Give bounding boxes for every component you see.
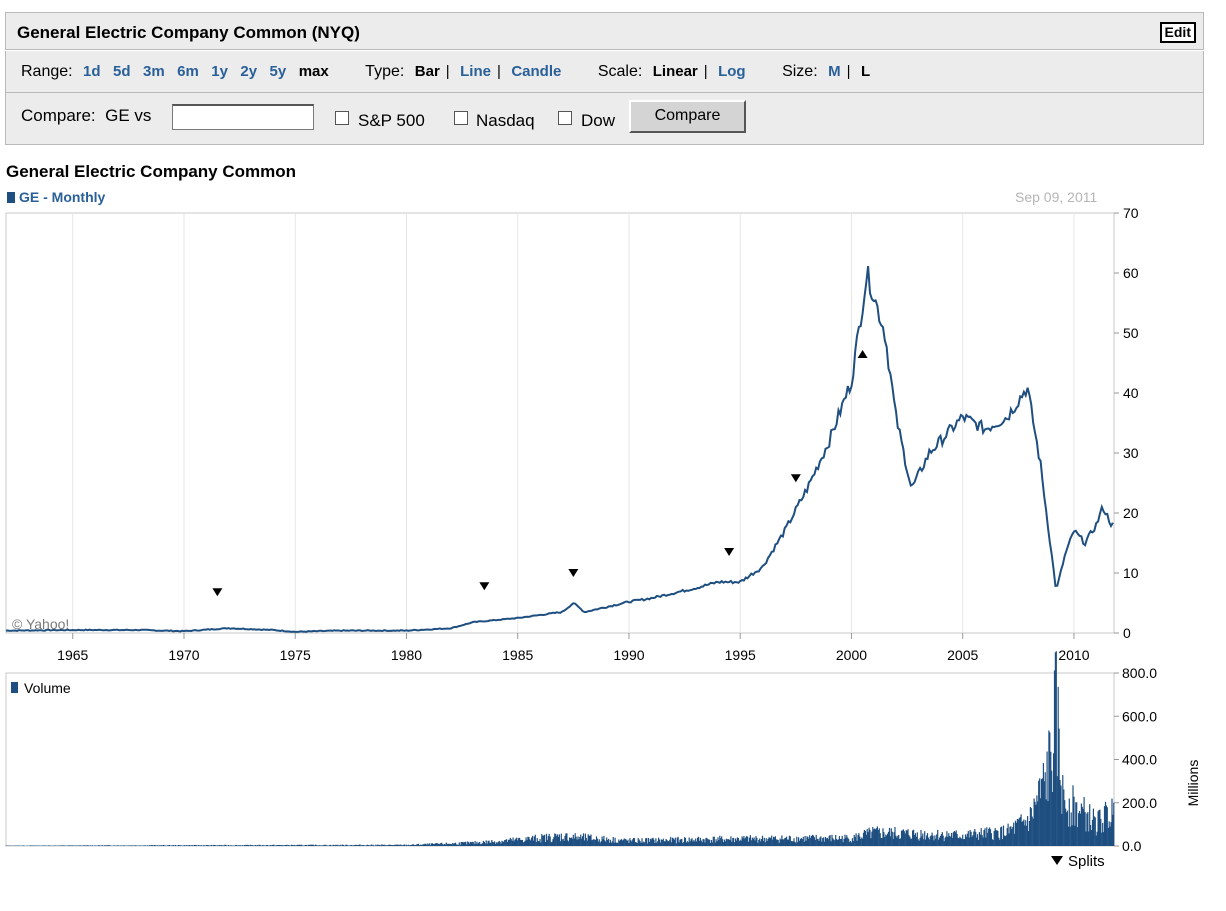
y-tick-label: 50 bbox=[1123, 325, 1139, 341]
range-option[interactable]: 3m bbox=[142, 63, 165, 80]
title-bar: General Electric Company Common (NYQ) Ed… bbox=[5, 12, 1204, 50]
size-option-selected[interactable]: L bbox=[860, 63, 871, 80]
compare-input[interactable] bbox=[172, 104, 314, 130]
volume-y-tick-label: 600.0 bbox=[1122, 708, 1157, 724]
range-option[interactable]: 2y bbox=[240, 63, 258, 80]
volume-plot-frame bbox=[5, 672, 1115, 847]
range-option[interactable]: 5d bbox=[113, 63, 131, 80]
x-tick-label: 2000 bbox=[836, 647, 867, 663]
volume-y-tick-label: 0.0 bbox=[1122, 838, 1142, 854]
price-legend-label: GE - Monthly bbox=[19, 189, 106, 205]
split-marker-icon bbox=[724, 548, 735, 556]
type-group: Type: Bar | Line | Candle bbox=[365, 63, 562, 80]
range-option[interactable]: 1d bbox=[83, 63, 101, 80]
split-marker-icon bbox=[479, 582, 490, 591]
y-tick-label: 20 bbox=[1123, 505, 1139, 521]
size-group: Size: M | L bbox=[782, 63, 871, 80]
split-marker-icon bbox=[568, 569, 579, 577]
x-tick-label: 1990 bbox=[613, 647, 644, 663]
scale-option[interactable]: Log bbox=[718, 63, 746, 80]
size-label: Size: bbox=[782, 63, 818, 80]
compare-label: Compare: GE vs bbox=[21, 106, 152, 125]
compare-bar: Compare: GE vs S&P 500 Nasdaq Dow Compar… bbox=[5, 93, 1204, 145]
range-option[interactable]: 5y bbox=[269, 63, 287, 80]
volume-y-tick-label: 400.0 bbox=[1122, 752, 1157, 768]
y-tick-label: 40 bbox=[1123, 385, 1139, 401]
range-label: Range: bbox=[21, 63, 73, 80]
x-tick-label: 2010 bbox=[1058, 647, 1089, 663]
split-marker-icon bbox=[857, 350, 868, 358]
options-row: Range: 1d 5d 3m 6m 1y 2y 5y max Type: Ba… bbox=[21, 63, 902, 81]
nasdaq-label: Nasdaq bbox=[476, 111, 535, 130]
price-legend: GE - Monthly bbox=[7, 189, 105, 205]
compare-button[interactable]: Compare bbox=[629, 100, 746, 133]
x-tick-label: 1995 bbox=[725, 647, 756, 663]
y-tick-label: 10 bbox=[1123, 565, 1139, 581]
x-tick-label: 1970 bbox=[168, 647, 199, 663]
scale-group: Scale: Linear | Log bbox=[597, 63, 746, 80]
sp500-checkbox[interactable] bbox=[335, 111, 349, 125]
yahoo-watermark: © Yahoo! bbox=[12, 616, 69, 632]
y-tick-label: 30 bbox=[1123, 445, 1139, 461]
range-option[interactable]: 6m bbox=[177, 63, 199, 80]
nasdaq-checkbox[interactable] bbox=[454, 111, 468, 125]
legend-swatch bbox=[7, 192, 15, 203]
x-tick-label: 1975 bbox=[280, 647, 311, 663]
splits-legend-label: Splits bbox=[1068, 853, 1105, 870]
y-tick-label: 70 bbox=[1123, 205, 1139, 221]
splits-legend-icon bbox=[1051, 856, 1063, 865]
volume-axis-label: Millions bbox=[1185, 760, 1201, 807]
x-tick-label: 1965 bbox=[57, 647, 88, 663]
volume-legend-label: Volume bbox=[24, 680, 71, 696]
page-title: General Electric Company Common (NYQ) bbox=[17, 23, 360, 42]
x-tick-label: 1980 bbox=[391, 647, 422, 663]
y-tick-label: 0 bbox=[1123, 625, 1131, 641]
size-option[interactable]: M bbox=[828, 63, 841, 80]
range-option[interactable]: 1y bbox=[211, 63, 228, 80]
type-option[interactable]: Line bbox=[460, 63, 491, 80]
volume-y-tick-label: 200.0 bbox=[1122, 795, 1157, 811]
edit-button[interactable]: Edit bbox=[1159, 22, 1196, 43]
compare-prefix: GE vs bbox=[105, 106, 152, 125]
range-option-selected[interactable]: max bbox=[298, 63, 329, 80]
scale-label: Scale: bbox=[597, 63, 643, 80]
volume-y-tick-label: 800.0 bbox=[1122, 665, 1157, 681]
x-tick-label: 1985 bbox=[502, 647, 533, 663]
type-label: Type: bbox=[365, 63, 405, 80]
chart-date: Sep 09, 2011 bbox=[1015, 189, 1098, 205]
price-plot-frame bbox=[5, 212, 1115, 634]
split-marker-icon bbox=[790, 474, 801, 483]
options-bar: Range: 1d 5d 3m 6m 1y 2y 5y max Type: Ba… bbox=[5, 51, 1204, 93]
type-option-selected[interactable]: Bar bbox=[414, 63, 440, 80]
scale-option-selected[interactable]: Linear bbox=[652, 63, 698, 80]
y-tick-label: 60 bbox=[1123, 265, 1139, 281]
dow-label: Dow bbox=[581, 111, 616, 130]
volume-legend-swatch bbox=[11, 682, 18, 693]
range-group: Range: 1d 5d 3m 6m 1y 2y 5y max bbox=[21, 63, 337, 80]
type-option[interactable]: Candle bbox=[511, 63, 562, 80]
chart-title: General Electric Company Common bbox=[6, 162, 297, 181]
split-marker-icon bbox=[212, 588, 223, 597]
dow-checkbox[interactable] bbox=[558, 111, 572, 125]
price-series-line bbox=[5, 265, 1114, 633]
sp500-label: S&P 500 bbox=[358, 111, 425, 130]
x-tick-label: 2005 bbox=[947, 647, 978, 663]
